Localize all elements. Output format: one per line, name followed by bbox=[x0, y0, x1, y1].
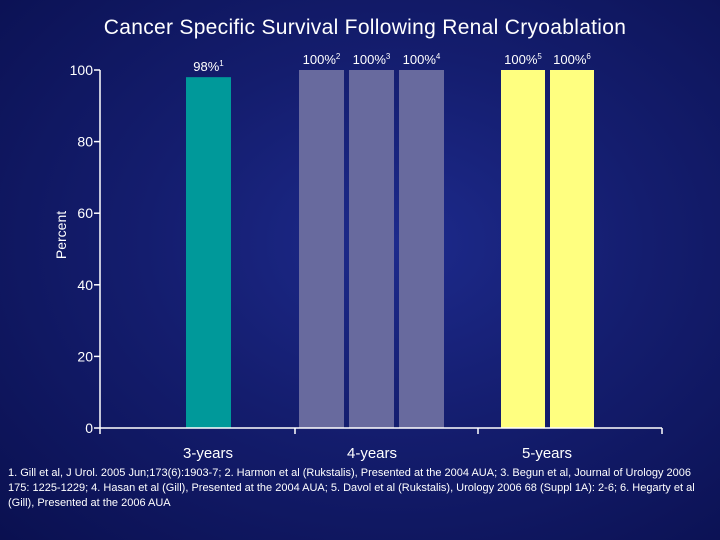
y-tick-label: 40 bbox=[77, 277, 93, 293]
x-category-label: 3-years bbox=[183, 445, 233, 462]
references-footnote: 1. Gill et al, J Urol. 2005 Jun;173(6):1… bbox=[8, 467, 695, 509]
slide-title: Cancer Specific Survival Following Renal… bbox=[103, 16, 627, 39]
bar-value-label: 100%4 bbox=[403, 52, 441, 67]
bar-4-years-3 bbox=[349, 70, 394, 428]
bar-4-years-2 bbox=[299, 70, 344, 428]
bar-5-years-5 bbox=[501, 70, 545, 428]
bar-value-label: 100%6 bbox=[553, 52, 591, 67]
y-tick-label: 80 bbox=[77, 134, 93, 150]
x-category-label: 5-years bbox=[522, 445, 572, 462]
x-category-label: 4-years bbox=[347, 445, 397, 462]
y-tick-label: 100 bbox=[70, 62, 94, 78]
bar-3-years-1 bbox=[186, 77, 231, 428]
bar-value-label: 100%3 bbox=[353, 52, 391, 67]
y-axis-title: Percent bbox=[53, 211, 69, 259]
bar-value-label: 100%2 bbox=[303, 52, 341, 67]
y-tick-label: 0 bbox=[85, 420, 93, 436]
bar-value-label: 100%5 bbox=[504, 52, 542, 67]
y-tick-label: 20 bbox=[77, 348, 93, 364]
bar-5-years-6 bbox=[550, 70, 594, 428]
bar-value-label: 98%1 bbox=[193, 59, 224, 74]
bar-4-years-4 bbox=[399, 70, 444, 428]
y-tick-label: 60 bbox=[77, 205, 93, 221]
